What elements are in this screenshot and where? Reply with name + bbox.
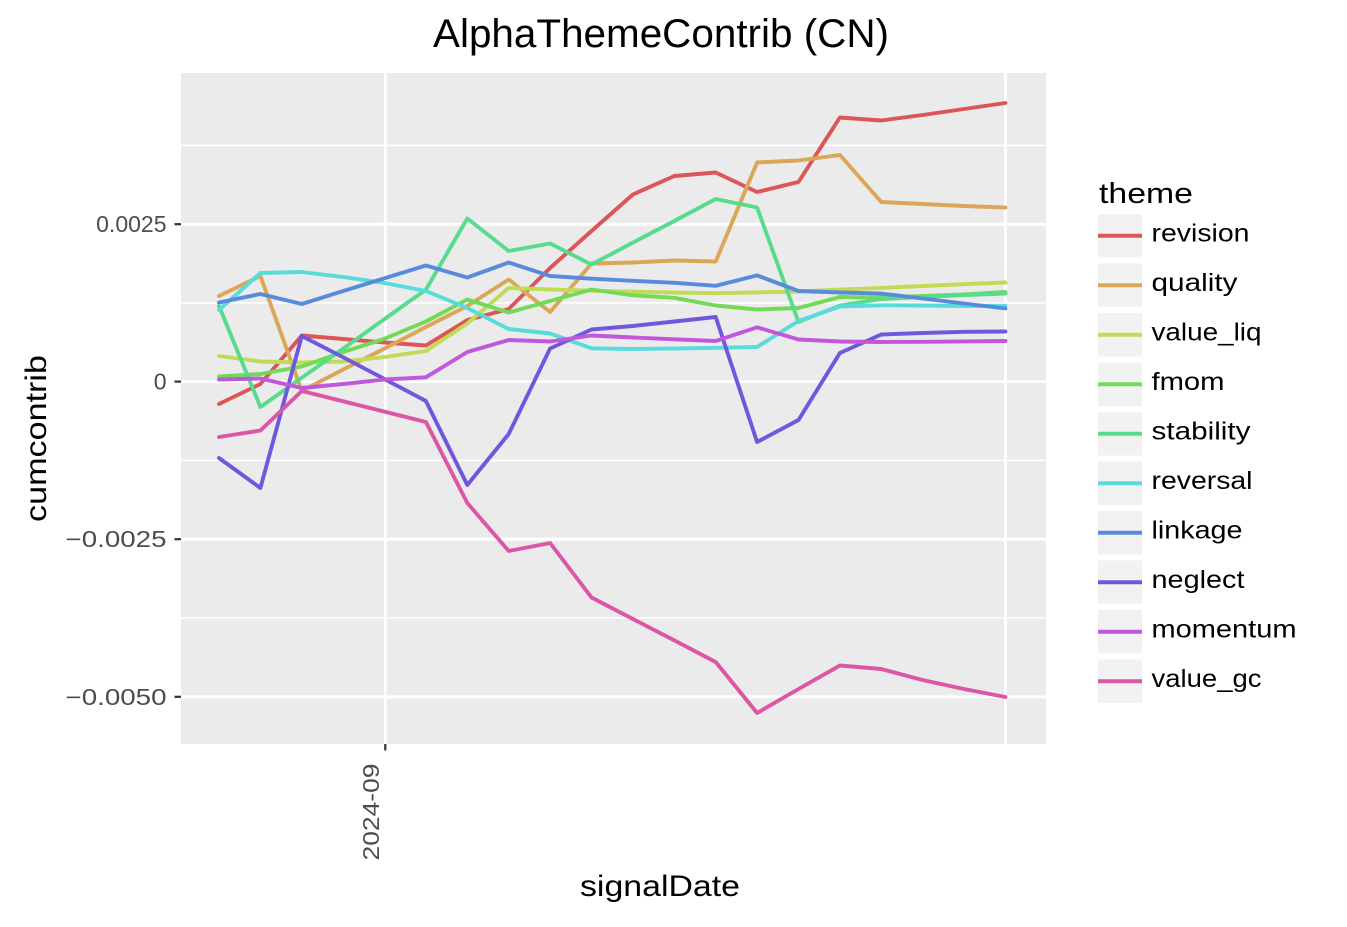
svg-text:momentum: momentum bbox=[1152, 616, 1297, 644]
svg-text:−0.0025: −0.0025 bbox=[66, 526, 167, 552]
svg-text:value_liq: value_liq bbox=[1152, 319, 1262, 347]
svg-text:linkage: linkage bbox=[1152, 517, 1243, 545]
svg-text:theme: theme bbox=[1099, 178, 1193, 210]
svg-text:reversal: reversal bbox=[1152, 467, 1253, 495]
svg-text:quality: quality bbox=[1152, 269, 1239, 297]
svg-text:cumcontrib: cumcontrib bbox=[20, 355, 53, 522]
svg-text:−0.0050: −0.0050 bbox=[66, 684, 167, 710]
svg-text:neglect: neglect bbox=[1152, 566, 1245, 594]
svg-text:value_gc: value_gc bbox=[1152, 665, 1262, 693]
svg-text:stability: stability bbox=[1152, 418, 1252, 446]
svg-text:signalDate: signalDate bbox=[580, 870, 740, 903]
svg-text:2024-09: 2024-09 bbox=[358, 764, 384, 861]
svg-text:0.0025: 0.0025 bbox=[96, 211, 166, 237]
svg-text:fmom: fmom bbox=[1152, 368, 1225, 396]
svg-text:AlphaThemeContrib (CN): AlphaThemeContrib (CN) bbox=[433, 12, 889, 56]
svg-text:revision: revision bbox=[1152, 220, 1250, 248]
svg-text:0: 0 bbox=[154, 369, 167, 395]
